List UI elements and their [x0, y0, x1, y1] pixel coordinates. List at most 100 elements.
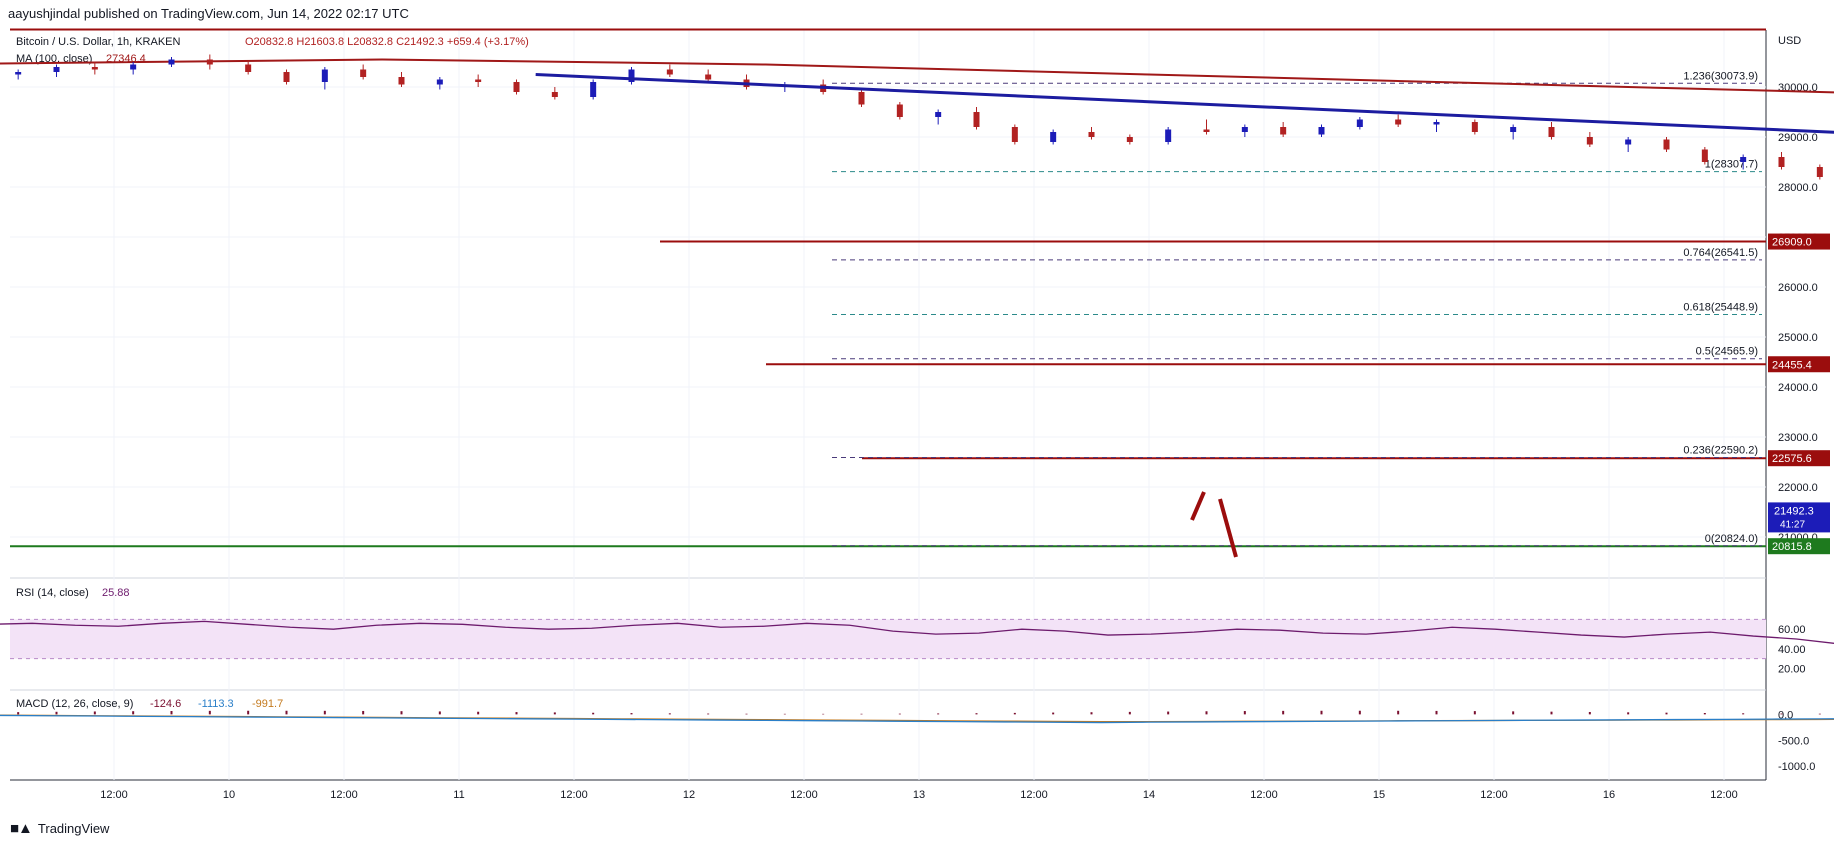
rsi-tick-label: 20.00: [1778, 663, 1806, 675]
candle-body: [1510, 127, 1517, 132]
candle-body: [1241, 127, 1248, 132]
y-tick-label: 24000.0: [1778, 382, 1818, 394]
macd-signal-line: [0, 714, 1834, 723]
candle-body: [398, 77, 405, 85]
rsi-tick-label: 60.00: [1778, 624, 1806, 636]
fib-level-label: 1.236(30073.9): [1683, 70, 1758, 82]
candle-body: [1701, 149, 1708, 162]
price-label: 26909.0: [1772, 237, 1812, 249]
last-price-value: 21492.3: [1774, 505, 1814, 517]
candle-body: [858, 92, 865, 105]
candle-body: [475, 79, 482, 82]
x-tick-label: 12:00: [330, 789, 358, 801]
candle-body: [245, 64, 252, 72]
candle-body: [1126, 137, 1133, 142]
candle-body: [283, 72, 290, 82]
candle-body: [1816, 167, 1823, 177]
candle-body: [551, 92, 558, 97]
x-tick-label: 12:00: [1480, 789, 1508, 801]
y-tick-label: 25000.0: [1778, 332, 1818, 344]
fib-level-label: 1(28307.7): [1705, 159, 1758, 171]
candle-body: [1165, 129, 1172, 142]
candle-body: [1778, 157, 1785, 167]
candle-body: [206, 59, 213, 65]
price-label: 22575.6: [1772, 453, 1812, 465]
candle-body: [1548, 127, 1555, 137]
candle-body: [1586, 137, 1593, 145]
x-tick-label: 12:00: [100, 789, 128, 801]
fib-level-label: 0.618(25448.9): [1683, 302, 1758, 314]
macd-legend-hist: -124.6: [150, 698, 181, 710]
published-header: aayushjindal published on TradingView.co…: [8, 6, 409, 21]
x-tick-label: 12:00: [1020, 789, 1048, 801]
candle-body: [1740, 157, 1747, 162]
ohlc-values: O20832.8 H21603.8 L20832.8 C21492.3 +659…: [245, 36, 529, 48]
candle-body: [1625, 139, 1632, 145]
candle-body: [1203, 129, 1210, 132]
candle-body: [705, 74, 712, 80]
x-tick-label: 12: [683, 789, 695, 801]
rsi-tick-label: 40.00: [1778, 644, 1806, 656]
fib-level-label: 0.236(22590.2): [1683, 445, 1758, 457]
x-tick-label: 11: [453, 789, 464, 801]
symbol-title: Bitcoin / U.S. Dollar, 1h, KRAKEN: [16, 36, 181, 48]
candle-body: [1318, 127, 1325, 135]
candle-body: [1663, 139, 1670, 150]
x-tick-label: 14: [1143, 789, 1155, 801]
candle-body: [1356, 119, 1363, 127]
y-tick-label: 22000.0: [1778, 482, 1818, 494]
candle-body: [1050, 132, 1057, 142]
tradingview-brand: TradingView: [37, 821, 110, 836]
candle-body: [628, 69, 635, 82]
candle-body: [1280, 127, 1287, 135]
x-tick-label: 12:00: [1710, 789, 1738, 801]
macd-tick-label: -1000.0: [1778, 761, 1815, 773]
projection-stroke-up: [1190, 491, 1206, 521]
trendline: [535, 73, 1834, 134]
rsi-line: [0, 620, 1834, 644]
candle-body: [666, 69, 673, 75]
y-tick-label: 23000.0: [1778, 432, 1818, 444]
macd-line: [0, 714, 1834, 724]
tradingview-logo[interactable]: ■▲ TradingView: [10, 820, 109, 837]
candle-body: [15, 72, 22, 75]
ma-100-line: [0, 58, 1834, 94]
candle-body: [130, 64, 137, 70]
last-price-countdown: 41:27: [1780, 519, 1805, 530]
rsi-legend-label: RSI (14, close): [16, 587, 89, 599]
price-label: 20815.8: [1772, 541, 1812, 553]
candle-body: [321, 69, 328, 82]
candle-body: [1471, 122, 1478, 132]
macd-tick-label: 0.0: [1778, 709, 1793, 721]
last-price-badge: [1768, 502, 1830, 533]
candle-body: [360, 69, 367, 77]
price-label-bg: [1768, 450, 1830, 467]
macd-legend-label: MACD (12, 26, close, 9): [16, 698, 133, 710]
candle-body: [436, 79, 443, 85]
rsi-legend-value: 25.88: [102, 587, 130, 599]
macd-tick-label: -500.0: [1778, 735, 1809, 747]
price-label-bg: [1768, 233, 1830, 250]
candle-body: [513, 82, 520, 92]
price-label-bg: [1768, 538, 1830, 555]
price-label-bg: [1768, 356, 1830, 373]
x-tick-label: 10: [223, 789, 235, 801]
candle-body: [590, 82, 597, 97]
candle-body: [53, 67, 60, 72]
price-label: 24455.4: [1772, 359, 1812, 371]
x-tick-label: 15: [1373, 789, 1385, 801]
x-tick-label: 12:00: [790, 789, 818, 801]
x-tick-label: 16: [1603, 789, 1615, 801]
currency-label: USD: [1778, 35, 1801, 47]
tradingview-mark-icon: ■▲: [10, 820, 33, 837]
fib-level-label: 0(20824.0): [1705, 533, 1758, 545]
candle-body: [1088, 132, 1095, 137]
candle-body: [973, 112, 980, 127]
projection-stroke-down: [1218, 498, 1238, 558]
candle-body: [1011, 127, 1018, 142]
rsi-band: [10, 619, 1766, 659]
fib-level-label: 0.764(26541.5): [1683, 247, 1758, 259]
candle-body: [1395, 119, 1402, 125]
fib-level-label: 0.5(24565.9): [1696, 346, 1758, 358]
